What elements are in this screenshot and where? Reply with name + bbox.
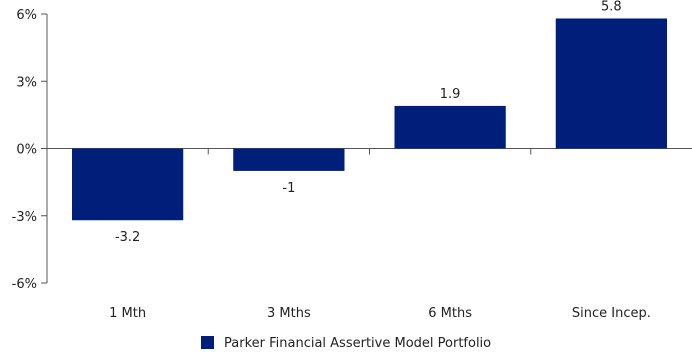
y-tick-label: -6%	[12, 277, 37, 292]
y-tick-label: 6%	[16, 8, 37, 23]
legend-swatch	[200, 336, 214, 349]
data-label: -3.2	[115, 230, 140, 245]
y-tick-label: 0%	[16, 143, 37, 158]
data-label: 5.8	[601, 0, 622, 14]
bar	[233, 148, 345, 171]
y-tick-label: 3%	[16, 75, 37, 90]
data-label: -1	[282, 181, 295, 196]
bar	[394, 105, 506, 149]
data-label: 1.9	[440, 87, 461, 102]
x-tick-label: 6 Mths	[428, 306, 472, 321]
bar	[555, 18, 668, 149]
bar	[71, 148, 184, 221]
y-tick-label: -3%	[12, 210, 37, 225]
x-tick-label: 3 Mths	[267, 306, 311, 321]
legend: Parker Financial Assertive Model Portfol…	[0, 336, 692, 351]
x-tick-label: Since Incep.	[572, 306, 651, 321]
x-tick-label: 1 Mth	[109, 306, 146, 321]
bar-chart: 6% 3% 0% -3% -6% -3.2 1 Mth -1 3 Mths 1.9 6 Mths 5.…	[12, 0, 692, 321]
legend-label: Parker Financial Assertive Model Portfol…	[224, 336, 492, 351]
